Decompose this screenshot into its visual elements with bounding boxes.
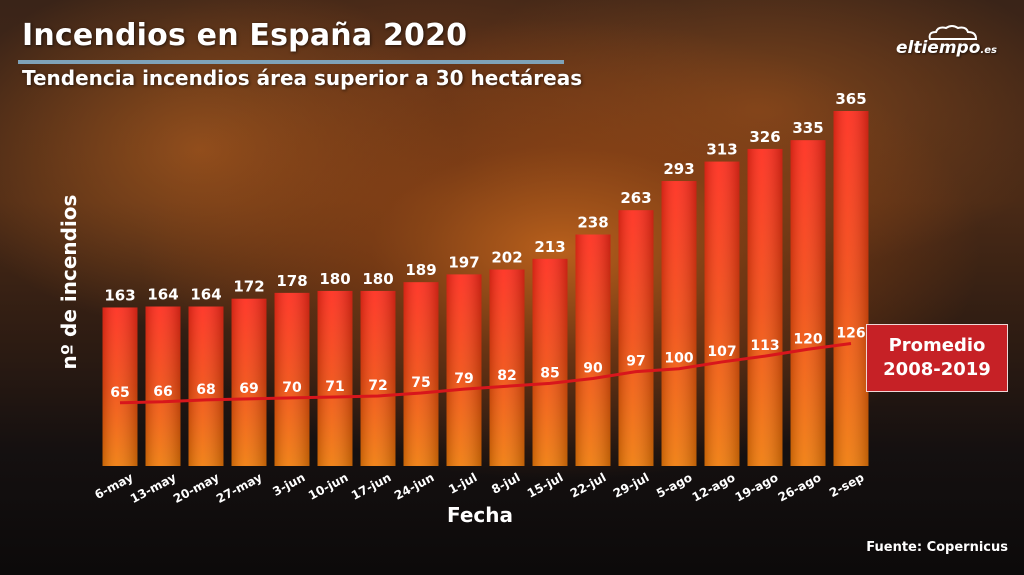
- average-value-label: 97: [626, 354, 645, 370]
- bar-value-label: 189: [405, 261, 436, 279]
- bar-value-label: 197: [448, 253, 479, 271]
- x-tick-label: 29-jul: [611, 470, 652, 500]
- source-note: Fuente: Copernicus: [866, 540, 1008, 555]
- x-tick-label: 27-may: [214, 470, 265, 506]
- bar-value-label: 326: [749, 128, 780, 146]
- average-value-label: 90: [583, 360, 603, 376]
- bar-value-label: 263: [620, 189, 651, 207]
- x-tick-label: 26-ago: [776, 470, 824, 504]
- bar-shade: [833, 111, 869, 466]
- eltiempo-logo: eltiempo.es: [896, 24, 1006, 60]
- average-value-label: 69: [239, 381, 258, 397]
- average-value-label: 107: [707, 344, 736, 360]
- bar-shade: [188, 306, 224, 466]
- average-value-label: 100: [664, 351, 693, 367]
- bar-shade: [489, 269, 525, 466]
- average-value-label: 75: [411, 375, 430, 391]
- x-tick-label: 10-jun: [306, 470, 350, 502]
- bar-shade: [403, 282, 439, 466]
- y-axis-title: nº de incendios: [57, 195, 81, 370]
- average-value-label: 82: [497, 368, 516, 384]
- bar-shade: [446, 274, 482, 466]
- x-tick-label: 5-ago: [654, 470, 694, 500]
- bar-shade: [618, 210, 654, 466]
- bar-shade: [274, 292, 310, 466]
- chart-title: Incendios en España 2020: [22, 18, 468, 53]
- legend-average: Promedio 2008-2019: [866, 324, 1008, 392]
- bar-shade: [704, 161, 740, 466]
- x-tick-label: 15-jul: [525, 470, 566, 500]
- bar-shade: [102, 307, 138, 466]
- bar-value-label: 202: [491, 249, 522, 267]
- x-tick-label: 1-jul: [446, 470, 479, 496]
- average-value-label: 66: [153, 384, 172, 400]
- bar-shade: [360, 290, 396, 466]
- x-tick-label: 24-jun: [392, 470, 436, 502]
- average-value-label: 70: [282, 380, 302, 396]
- average-value-label: 79: [454, 371, 473, 387]
- bar-value-label: 172: [233, 278, 264, 296]
- bar-value-label: 164: [190, 285, 221, 303]
- x-tick-label: 17-jun: [349, 470, 393, 502]
- x-tick-label: 3-jun: [270, 470, 307, 499]
- average-value-label: 113: [750, 338, 779, 354]
- x-tick-label: 8-jul: [489, 470, 522, 496]
- bar-shade: [317, 290, 353, 466]
- bar-shade: [790, 140, 826, 466]
- x-tick-label: 12-ago: [690, 470, 738, 504]
- average-value-label: 71: [325, 379, 344, 395]
- logo-text: eltiempo.es: [896, 38, 997, 58]
- x-tick-label: 13-may: [128, 470, 179, 506]
- bar-value-label: 178: [276, 272, 307, 290]
- bars-layer: [102, 111, 869, 466]
- average-value-label: 68: [196, 382, 215, 398]
- bar-shade: [661, 181, 697, 466]
- bar-value-label: 365: [835, 90, 866, 108]
- legend-average-label: Promedio 2008-2019: [883, 334, 991, 380]
- chart-subtitle: Tendencia incendios área superior a 30 h…: [22, 66, 583, 90]
- title-underline: [18, 60, 564, 64]
- average-line-layer: [119, 341, 852, 405]
- average-line: [119, 341, 852, 405]
- average-value-label: 65: [110, 385, 129, 401]
- x-axis-title: Fecha: [447, 503, 513, 527]
- average-value-label: 120: [793, 331, 822, 347]
- bar-value-label: 293: [663, 160, 694, 178]
- bar-value-label: 180: [362, 270, 393, 288]
- bar-value-label: 180: [319, 270, 350, 288]
- bar-value-label: 335: [792, 119, 823, 137]
- bar-value-label: 238: [577, 214, 608, 232]
- cloud-icon: [928, 25, 978, 40]
- bar-shade: [231, 298, 267, 466]
- bar-value-label: 163: [104, 286, 135, 304]
- bar-value-label: 164: [147, 285, 178, 303]
- average-value-label: 72: [368, 378, 387, 394]
- x-tick-label: 19-ago: [733, 470, 781, 504]
- bar-shade: [575, 234, 611, 466]
- average-value-label: 85: [540, 365, 559, 381]
- bar-shade: [747, 148, 783, 466]
- x-tick-label: 2-sep: [827, 470, 867, 500]
- bar-shade: [145, 306, 181, 466]
- average-value-label: 126: [836, 325, 865, 341]
- x-tick-label: 22-jul: [568, 470, 609, 500]
- bar-value-label: 213: [534, 238, 565, 256]
- bar-value-label: 313: [706, 141, 737, 159]
- bar-shade: [532, 258, 568, 466]
- x-tick-label: 20-may: [171, 470, 222, 506]
